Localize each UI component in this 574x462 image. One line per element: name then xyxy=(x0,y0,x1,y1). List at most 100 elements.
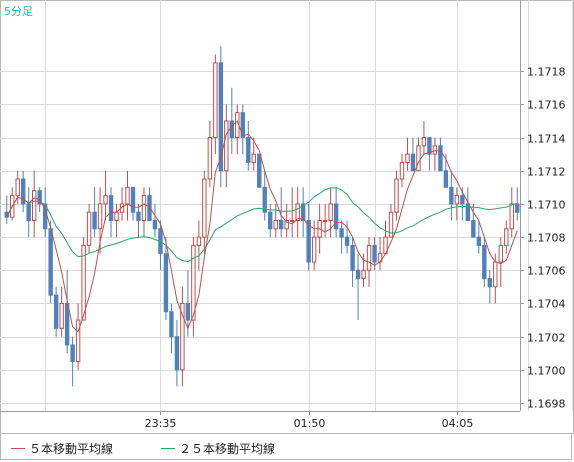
candle-body xyxy=(498,244,503,263)
candle-body xyxy=(81,244,86,321)
candle-body xyxy=(224,120,229,172)
candle-body xyxy=(372,244,377,263)
candle-body xyxy=(130,186,136,213)
candlestick-chart: 1.1698 1.1700 1.1702 1.1704 1.1706 1.1708 1.17… xyxy=(0,0,574,434)
candle-body xyxy=(421,137,427,147)
candle-body xyxy=(163,253,169,313)
candle-body xyxy=(213,62,218,139)
candle-body xyxy=(476,236,482,246)
y-tick-label: 1.1710 xyxy=(527,199,566,212)
candle-body xyxy=(108,195,114,221)
y-tick-label: 1.1698 xyxy=(527,398,566,411)
ma5-line xyxy=(6,120,518,333)
candle-body xyxy=(240,112,245,139)
candle-body xyxy=(405,153,410,163)
y-tick-label: 1.1712 xyxy=(527,166,566,179)
y-tick-label: 1.1716 xyxy=(527,99,566,112)
y-tick-label: 1.1714 xyxy=(527,133,566,146)
candle-body xyxy=(482,244,487,280)
candle-body xyxy=(207,137,213,180)
y-axis-ticks: 1.1698 1.1700 1.1702 1.1704 1.1706 1.1708 1.17… xyxy=(520,66,566,411)
y-tick-label: 1.1706 xyxy=(527,265,566,278)
candle-body xyxy=(279,220,284,230)
candle-body xyxy=(229,120,235,139)
candle-body xyxy=(289,220,295,222)
candle-body xyxy=(97,203,103,230)
candle-body xyxy=(438,145,443,172)
legend: ５本移動平均線 ２５本移動平均線 xyxy=(0,434,572,460)
candle-body xyxy=(306,220,311,263)
candle-body xyxy=(103,195,108,205)
candle-body xyxy=(59,302,64,329)
candle-body xyxy=(262,186,267,213)
candle-body xyxy=(344,236,350,246)
legend-label-ma25: ２５本移動平均線 xyxy=(179,442,276,456)
x-tick-label: 01:50 xyxy=(294,417,326,430)
candle-body xyxy=(141,195,147,221)
candle-body xyxy=(268,211,273,230)
candle-body xyxy=(449,186,454,205)
candle-body xyxy=(92,211,97,230)
candle-body xyxy=(48,228,53,296)
candle-body xyxy=(350,244,355,271)
candle-body xyxy=(218,62,224,172)
candle-body xyxy=(37,190,42,205)
candle-body xyxy=(174,336,180,371)
candle-body xyxy=(125,186,130,205)
candle-body xyxy=(509,203,514,230)
candle-body xyxy=(86,211,92,246)
candle-body xyxy=(427,137,432,155)
candle-body xyxy=(460,195,465,205)
y-tick-label: 1.1700 xyxy=(527,365,566,378)
candle-body xyxy=(465,203,471,221)
candle-body xyxy=(361,269,366,280)
candle-body xyxy=(515,203,520,213)
candle-body xyxy=(432,145,438,155)
candle-body xyxy=(471,220,476,238)
candle-body xyxy=(333,203,339,230)
x-tick-label: 23:35 xyxy=(145,417,177,430)
y-tick-label: 1.1708 xyxy=(527,232,566,245)
candle-body xyxy=(399,161,405,180)
candle-body xyxy=(246,137,251,163)
candle-body xyxy=(311,236,317,263)
candle-body xyxy=(53,294,59,329)
legend-item-ma5: ５本移動平均線 xyxy=(11,440,113,457)
candle-body xyxy=(328,203,333,221)
candle-body xyxy=(504,228,509,246)
moving-averages xyxy=(6,120,518,333)
candle-body xyxy=(191,244,196,321)
candle-body xyxy=(169,311,174,338)
candle-body xyxy=(257,153,262,188)
candle-body xyxy=(136,211,141,221)
candle-body xyxy=(202,178,207,238)
chart-grid xyxy=(0,0,573,411)
candle-body xyxy=(284,220,289,230)
candle-body xyxy=(443,170,449,188)
candle-body xyxy=(152,220,158,230)
candle-body xyxy=(410,153,416,172)
legend-item-ma25: ２５本移動平均線 xyxy=(161,440,275,457)
y-tick-label: 1.1702 xyxy=(527,332,566,345)
candle-body xyxy=(70,344,75,363)
y-tick-label: 1.1704 xyxy=(527,298,566,311)
legend-label-ma5: ５本移動平均線 xyxy=(29,442,114,456)
candle-body xyxy=(366,244,372,271)
candle-body xyxy=(64,302,70,346)
candle-body xyxy=(31,190,37,222)
candle-body xyxy=(185,302,191,321)
candle-body xyxy=(273,220,278,230)
candle-body xyxy=(21,178,26,205)
candle-body xyxy=(251,153,256,163)
candle-body xyxy=(300,203,306,221)
ma25-line xyxy=(6,187,518,263)
candle-body xyxy=(295,203,300,221)
candle-body xyxy=(487,278,493,288)
candle-body xyxy=(75,319,81,363)
x-axis-ticks: 23:35 01:50 04:05 xyxy=(145,411,473,430)
candle-body xyxy=(114,211,119,221)
y-tick-label: 1.1718 xyxy=(527,66,566,79)
candle-body xyxy=(454,195,460,205)
candle-body xyxy=(196,236,202,246)
candle-body xyxy=(15,178,20,197)
